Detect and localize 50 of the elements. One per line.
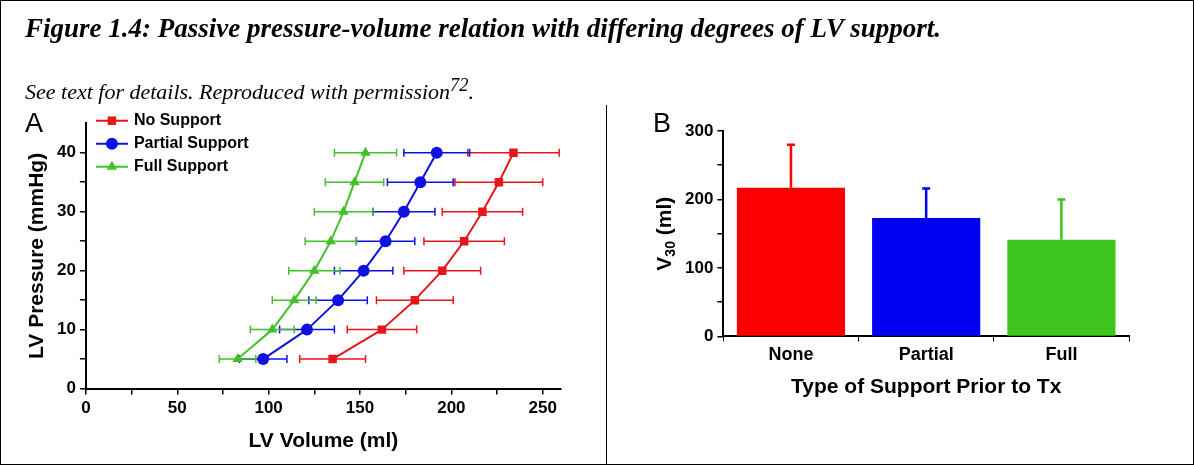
point	[397, 205, 410, 218]
point	[437, 266, 447, 275]
point	[338, 205, 349, 215]
y-tick-label: 0	[703, 326, 714, 346]
point	[478, 207, 487, 216]
x-tick-label: None	[768, 344, 814, 365]
point	[379, 235, 392, 248]
y-tick-label: 40	[56, 142, 76, 162]
legend-label: Full Support	[133, 157, 229, 175]
point	[328, 354, 337, 364]
point	[332, 294, 345, 307]
point	[349, 176, 360, 186]
chart-subtitle: See text for details. Reproduced with permission$^{72}$.	[25, 75, 474, 106]
legend-label: Partial Support	[133, 134, 250, 152]
legend-label: No Support	[133, 111, 222, 129]
point	[430, 146, 443, 159]
point	[414, 176, 427, 189]
x-tick-label: 50	[167, 398, 187, 418]
point	[509, 148, 518, 157]
point	[360, 146, 371, 156]
x-tick-label: Partial	[898, 344, 954, 365]
point	[357, 264, 370, 277]
y-tick-label: 20	[56, 260, 76, 280]
point	[309, 264, 320, 274]
y-tick-label: 10	[56, 319, 76, 339]
x-tick-label: Full	[1045, 344, 1078, 365]
point	[267, 323, 278, 333]
x-axis-title: LV Volume (ml)	[248, 427, 399, 451]
point	[325, 235, 336, 245]
x-tick-label: 0	[81, 398, 91, 418]
point	[257, 353, 270, 366]
chart-title: Figure 1.4: Passive pressure-volume relation with differing degrees of LV support.	[25, 13, 942, 44]
y-tick-label: 30	[56, 201, 76, 221]
point	[232, 353, 243, 363]
y-tick-label: 200	[684, 189, 714, 209]
x-tick-label: 200	[437, 398, 466, 418]
x-tick-label: 100	[254, 398, 283, 418]
y-axis-title: LV Pressure (mmHg)	[23, 152, 47, 359]
y-tick-label: 100	[684, 257, 714, 277]
y-axis-title: V30 (ml)	[651, 196, 679, 271]
point	[301, 323, 314, 336]
y-tick-label: 0	[66, 378, 76, 398]
text: B	[653, 107, 672, 138]
x-tick-label: 150	[345, 398, 375, 418]
y-tick-label: 300	[684, 120, 714, 140]
x-tick-label: 250	[528, 398, 557, 418]
point	[377, 325, 387, 334]
text: A	[25, 107, 44, 138]
point	[289, 294, 300, 304]
x-axis-title: Type of Support Prior to Tx	[791, 373, 1062, 397]
